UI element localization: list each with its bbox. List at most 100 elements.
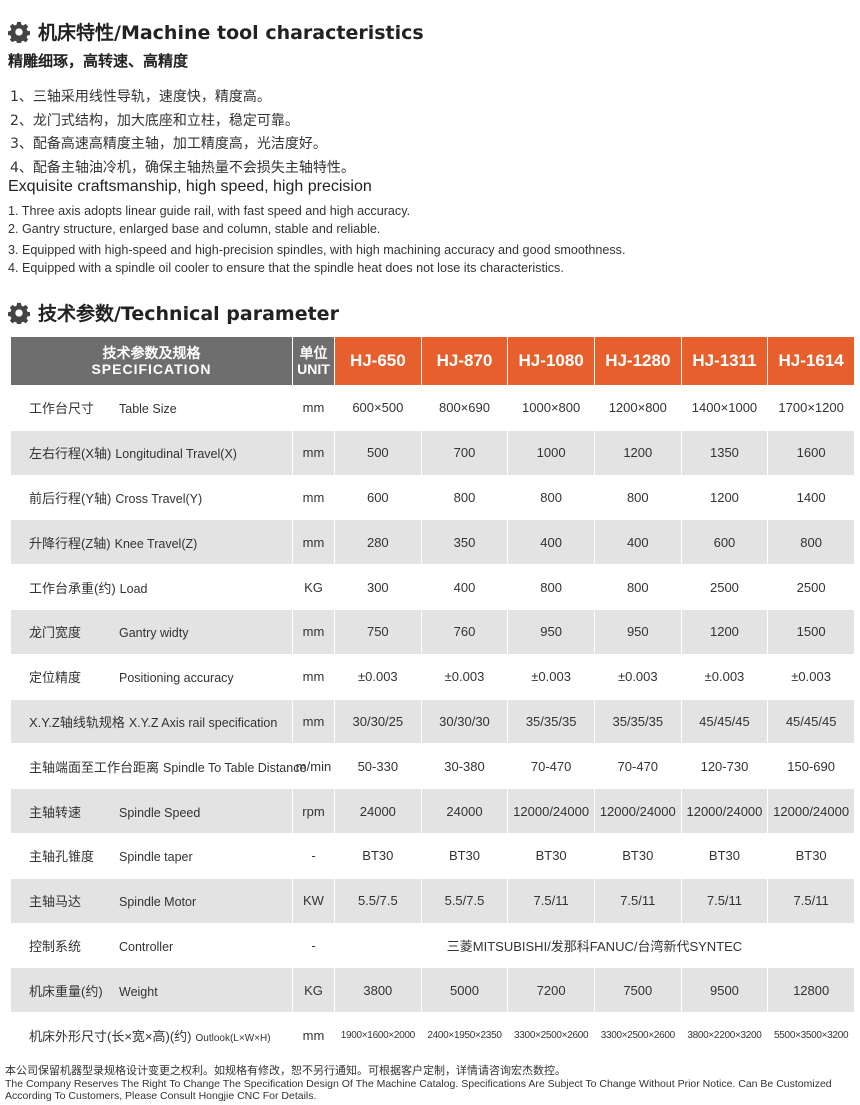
unit-cell: m/min	[292, 743, 335, 790]
value-cell: ±0.003	[334, 653, 422, 700]
table-row: 左右行程(X轴) Longitudinal Travel(X) mm 500 700 10…	[10, 429, 855, 476]
value-cell: 9500	[680, 967, 769, 1014]
table-header-row: 技术参数及规格 SPECIFICATION 单位 UNIT HJ-650 HJ-870…	[10, 336, 855, 386]
list-item: 2. Gantry structure, enlarged base and c…	[8, 222, 381, 236]
table-row: X.Y.Z轴线轨规格 X.Y.Z Axis rail specification m…	[10, 698, 855, 745]
spec-cn: 左右行程(X轴)	[29, 446, 112, 462]
value-cell: 800	[593, 474, 682, 521]
spec-header-cn: 技术参数及规格	[102, 345, 201, 361]
value-cell: 5500×3500×3200	[767, 1012, 855, 1058]
value-cell: 2500	[767, 564, 855, 610]
value-cell: ±0.003	[507, 653, 595, 700]
value-cell: 50-330	[334, 743, 422, 790]
value-cell: 400	[507, 519, 595, 566]
table-row: 工作台尺寸 Table Size mm 600×500 800×690 1000×800 1…	[10, 385, 855, 431]
value-cell: 1200	[593, 429, 682, 476]
spec-cell: 前后行程(Y轴) Cross Travel(Y)	[10, 474, 293, 521]
spec-cn: 前后行程(Y轴)	[29, 490, 112, 506]
value-cell: 600	[680, 519, 769, 566]
value-cell: 1400×1000	[680, 385, 769, 431]
value-cell: BT30	[334, 832, 422, 879]
value-cell: 150-690	[767, 743, 855, 790]
spec-cn: 工作台承重(约)	[29, 580, 116, 596]
unit-cell: rpm	[292, 788, 335, 834]
value-cell: 750	[334, 608, 422, 655]
spec-cell: 主轴马达 Spindle Motor	[10, 877, 293, 924]
unit-header-en: UNIT	[297, 361, 330, 377]
value-cell: 7.5/11	[593, 877, 682, 924]
unit-header-cn: 单位	[299, 345, 328, 361]
value-cell: 950	[593, 608, 682, 655]
spec-cell: 工作台承重(约) Load	[10, 564, 293, 610]
value-cell: 45/45/45	[680, 698, 769, 745]
value-cell: 3800	[334, 967, 422, 1014]
spec-en: Controller	[119, 939, 174, 954]
value-cell: 30-380	[420, 743, 509, 790]
spec-cell: 升降行程(Z轴) Knee Travel(Z)	[10, 519, 293, 566]
spec-cn: 定位精度	[29, 670, 82, 686]
value-cell: 1600	[767, 429, 855, 476]
value-cell: 45/45/45	[767, 698, 855, 745]
value-cell: ±0.003	[420, 653, 509, 700]
section-title-text: 机床特性/Machine tool characteristics	[38, 22, 424, 44]
value-cell: 1400	[767, 474, 855, 521]
value-cell: 1000×800	[507, 385, 595, 431]
spec-cell: 龙门宽度 Gantry widty	[10, 608, 293, 655]
spec-cn: 主轴马达	[29, 894, 82, 910]
unit-cell: mm	[292, 474, 335, 521]
value-cell: BT30	[680, 832, 769, 879]
value-cell: 120-730	[680, 743, 769, 790]
spec-en: Outlook(L×W×H)	[195, 1032, 271, 1044]
value-cell: 5.5/7.5	[334, 877, 422, 924]
value-cell: 800	[507, 474, 595, 521]
value-cell: 600×500	[334, 385, 422, 431]
unit-cell: -	[292, 922, 335, 969]
spec-en: Knee Travel(Z)	[114, 536, 198, 551]
table-row: 主轴马达 Spindle Motor KW 5.5/7.5 5.5/7.5 7.5/11 7…	[10, 877, 855, 924]
unit-cell: KW	[292, 877, 335, 924]
en-subtitle: Exquisite craftsmanship, high speed, hig…	[8, 178, 372, 195]
value-cell: 1200×800	[593, 385, 682, 431]
spec-en: Load	[119, 581, 148, 596]
value-cell: 5000	[420, 967, 509, 1014]
table-row: 前后行程(Y轴) Cross Travel(Y) mm 600 800 800 800 120…	[10, 474, 855, 521]
spec-en: Table Size	[119, 402, 177, 417]
spec-table: 技术参数及规格 SPECIFICATION 单位 UNIT HJ-650 HJ-870…	[10, 336, 855, 1058]
unit-cell: mm	[292, 429, 335, 476]
spec-cell: 工作台尺寸 Table Size	[10, 385, 293, 431]
table-row: 工作台承重(约) Load KG 300 400 800 800 2500 2500	[10, 564, 855, 610]
footer: 本公司保留机器型录规格设计变更之权利。如规格有修改，恕不另行通知。可根据客户定制…	[5, 1062, 860, 1102]
value-cell: 30/30/25	[334, 698, 422, 745]
value-cell: 12000/24000	[680, 788, 769, 834]
spec-cn: 龙门宽度	[29, 625, 82, 641]
value-cell: 1700×1200	[767, 385, 855, 431]
spec-en: Longitudinal Travel(X)	[115, 447, 237, 462]
list-item: 3、配备高速高精度主轴，加工精度高，光洁度好。	[10, 136, 327, 152]
spec-cn: 机床外形尺寸(长×宽×高)(约)	[29, 1028, 192, 1044]
unit-header: 单位 UNIT	[292, 336, 335, 386]
spec-cn: 升降行程(Z轴)	[29, 535, 111, 551]
table-row: 定位精度 Positioning accuracy mm ±0.003 ±0.003 ±0…	[10, 653, 855, 700]
table-row: 主轴端面至工作台距离 Spindle To Table Distance m/min…	[10, 743, 855, 790]
section-title-characteristics: 机床特性/Machine tool characteristics	[8, 18, 424, 45]
value-cell: 12000/24000	[507, 788, 595, 834]
model-header: HJ-1280	[593, 336, 682, 386]
value-cell: 24000	[420, 788, 509, 834]
spec-en: Weight	[119, 984, 158, 999]
value-cell: 70-470	[593, 743, 682, 790]
spec-en: Cross Travel(Y)	[115, 491, 203, 506]
value-cell: 500	[334, 429, 422, 476]
value-cell: ±0.003	[767, 653, 855, 700]
value-cell: 800	[593, 564, 682, 610]
spec-en: Spindle taper	[119, 850, 193, 865]
unit-cell: mm	[292, 1012, 335, 1058]
spec-cell: 左右行程(X轴) Longitudinal Travel(X)	[10, 429, 293, 476]
value-cell: BT30	[767, 832, 855, 879]
spec-cell: 主轴孔锥度 Spindle taper	[10, 832, 293, 879]
unit-cell: -	[292, 832, 335, 879]
unit-cell: mm	[292, 653, 335, 700]
value-cell: 1000	[507, 429, 595, 476]
value-cell: 12800	[767, 967, 855, 1014]
value-cell: 24000	[334, 788, 422, 834]
spec-header-en: SPECIFICATION	[91, 361, 212, 377]
